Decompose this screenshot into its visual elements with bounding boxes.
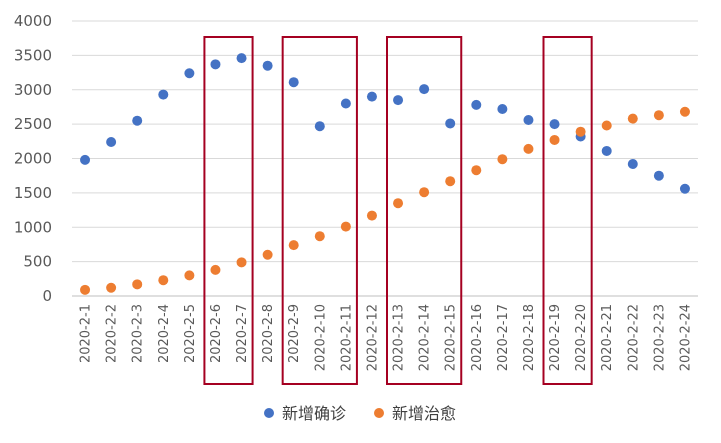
cured-point	[340, 221, 351, 232]
confirmed-point	[549, 119, 560, 130]
x-tick-label: 2020-2-5	[183, 304, 198, 363]
cured-point	[523, 143, 534, 154]
cured-point	[471, 165, 482, 176]
y-axis-ticks: 0 500 1000 1500 2000 2500 3000 3500 4000	[14, 12, 52, 305]
legend-label-cured: 新增治愈	[392, 404, 456, 423]
confirmed-point	[601, 145, 612, 156]
y-tick-label: 3000	[14, 81, 52, 99]
cured-point	[314, 231, 325, 242]
x-tick-label: 2020-2-22	[626, 304, 641, 371]
cured-point	[210, 264, 221, 275]
cured-point	[236, 257, 247, 268]
cured-point	[132, 279, 143, 290]
gridlines	[72, 20, 698, 297]
x-tick-label: 2020-2-13	[392, 304, 407, 371]
y-tick-label: 2500	[14, 115, 52, 133]
data-points	[80, 53, 690, 295]
x-tick-label: 2020-2-17	[496, 304, 511, 371]
x-tick-label: 2020-2-15	[444, 304, 459, 371]
highlight-box	[386, 36, 463, 385]
confirmed-point	[523, 115, 534, 125]
x-tick-label: 2020-2-3	[131, 304, 146, 363]
legend-label-confirmed: 新增确诊	[282, 404, 346, 423]
x-tick-label: 2020-2-19	[548, 304, 563, 371]
cured-point	[262, 249, 273, 260]
confirmed-point	[653, 170, 664, 181]
confirmed-point	[262, 60, 273, 71]
cured-point	[393, 198, 404, 209]
cured-point	[575, 126, 586, 137]
x-tick-label: 2020-2-6	[209, 304, 224, 363]
y-tick-label: 1500	[14, 184, 52, 202]
x-tick-label: 2020-2-14	[418, 304, 433, 371]
confirmed-point	[106, 137, 117, 147]
confirmed-point	[132, 115, 143, 126]
legend-marker-confirmed	[264, 408, 274, 418]
cured-point	[419, 187, 430, 198]
x-tick-label: 2020-2-23	[652, 304, 667, 371]
y-tick-label: 3500	[14, 46, 52, 64]
y-tick-label: 0	[42, 287, 52, 305]
cured-point	[80, 284, 91, 295]
confirmed-point	[445, 118, 456, 129]
highlight-box	[203, 36, 254, 385]
highlight-box	[542, 36, 593, 385]
confirmed-point	[314, 121, 325, 132]
x-tick-label: 2020-2-16	[470, 304, 485, 371]
confirmed-point	[497, 104, 508, 114]
cured-point	[679, 106, 690, 117]
x-tick-label: 2020-2-7	[235, 304, 250, 363]
confirmed-point	[236, 53, 247, 64]
x-axis-ticks: 2020-2-1 2020-2-2 2020-2-3 2020-2-4 2020-2-5…	[79, 304, 694, 371]
x-tick-label: 2020-2-8	[261, 304, 276, 363]
cured-point	[549, 134, 560, 145]
cured-point	[366, 210, 377, 221]
highlight-box	[281, 36, 358, 385]
cured-point	[106, 282, 117, 293]
cured-point	[627, 113, 638, 124]
y-tick-label: 4000	[14, 12, 52, 30]
cured-point	[601, 120, 612, 131]
cured-point	[288, 240, 299, 251]
x-tick-label: 2020-2-20	[574, 304, 589, 371]
legend-marker-cured	[374, 408, 384, 418]
cured-point	[184, 270, 195, 281]
y-tick-label: 500	[23, 253, 52, 271]
cured-point	[445, 176, 456, 187]
confirmed-point	[288, 77, 299, 88]
confirmed-point	[340, 98, 351, 109]
y-tick-label: 1000	[14, 218, 52, 236]
highlight-boxes	[203, 36, 593, 385]
cured-point	[158, 275, 169, 286]
x-tick-label: 2020-2-21	[600, 304, 615, 371]
confirmed-point	[210, 59, 221, 70]
confirmed-point	[471, 99, 482, 110]
confirmed-point	[679, 183, 690, 194]
y-tick-label: 2000	[14, 150, 52, 168]
x-tick-label: 2020-2-2	[105, 304, 120, 363]
x-tick-label: 2020-2-18	[522, 304, 537, 371]
confirmed-point	[158, 89, 169, 100]
confirmed-point	[393, 95, 404, 106]
x-tick-label: 2020-2-4	[157, 304, 172, 363]
cured-point	[497, 154, 508, 165]
confirmed-point	[366, 91, 377, 102]
x-tick-label: 2020-2-24	[678, 304, 693, 371]
x-tick-label: 2020-2-1	[79, 304, 94, 363]
x-tick-label: 2020-2-11	[339, 304, 354, 371]
x-tick-label: 2020-2-12	[365, 304, 380, 371]
confirmed-point	[184, 68, 195, 79]
confirmed-point	[419, 84, 430, 95]
confirmed-point	[627, 159, 638, 169]
legend: 新增确诊 新增治愈	[264, 404, 456, 423]
cured-point	[653, 110, 664, 121]
x-tick-label: 2020-2-9	[287, 304, 302, 363]
confirmed-point	[80, 154, 91, 165]
x-tick-label: 2020-2-10	[313, 304, 328, 371]
